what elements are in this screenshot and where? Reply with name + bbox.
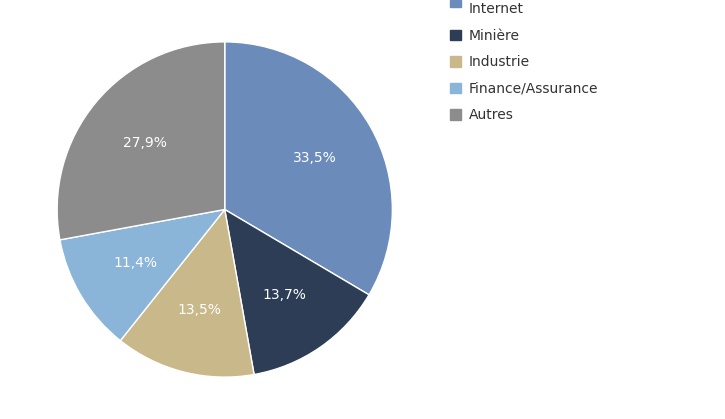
Text: 11,4%: 11,4% <box>114 256 157 270</box>
Text: 13,5%: 13,5% <box>178 303 221 317</box>
Wedge shape <box>225 42 392 295</box>
Legend: Techonologies/
Internet, Minière, Industrie, Finance/Assurance, Autres: Techonologies/ Internet, Minière, Indust… <box>450 0 599 122</box>
Text: 27,9%: 27,9% <box>123 136 167 150</box>
Wedge shape <box>120 210 254 377</box>
Wedge shape <box>60 210 225 341</box>
Text: 13,7%: 13,7% <box>262 288 306 302</box>
Text: 33,5%: 33,5% <box>293 151 337 165</box>
Wedge shape <box>57 42 225 240</box>
Wedge shape <box>225 210 369 375</box>
